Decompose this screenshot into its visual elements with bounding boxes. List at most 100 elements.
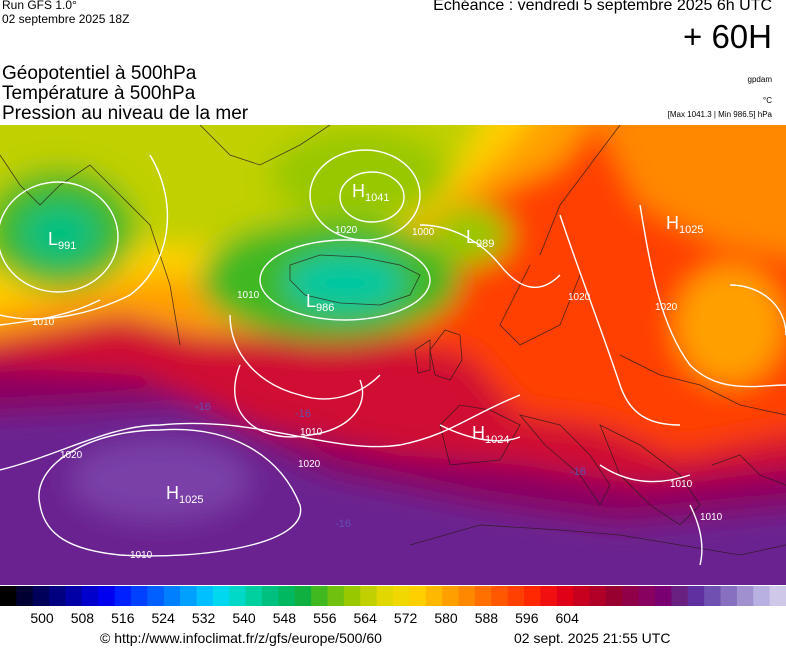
scale-swatch: [474, 586, 492, 606]
scale-swatch: [687, 586, 705, 606]
scale-swatch: [753, 586, 771, 606]
scale-tick-label: 548: [272, 610, 297, 626]
scale-swatch: [229, 586, 247, 606]
scale-swatch: [196, 586, 214, 606]
param-pressure: Pression au niveau de la mer: [2, 103, 249, 124]
scale-swatch: [655, 586, 672, 606]
isobar-label: 1010: [300, 427, 323, 438]
scale-swatch: [360, 586, 378, 606]
scale-swatch: [32, 586, 50, 606]
pressure-center-high: H1025: [666, 213, 703, 236]
scale-tick-label: 596: [515, 610, 539, 626]
forecast-horizon: + 60H: [683, 18, 772, 55]
scale-swatch: [589, 586, 607, 606]
scale-swatch: [442, 586, 460, 606]
scale-swatch: [327, 586, 345, 606]
scale-swatch: [245, 586, 263, 606]
svg-text:-16: -16: [295, 408, 311, 420]
isobar-label: 1010: [700, 512, 723, 523]
scale-swatch: [180, 586, 198, 606]
pressure-center-low: L991: [48, 229, 76, 252]
generation-timestamp: 02 sept. 2025 21:55 UTC: [514, 630, 671, 646]
isobar-label: 1020: [568, 292, 591, 303]
coastlines: [0, 125, 786, 556]
param-temperature: Température à 500hPa: [2, 83, 196, 104]
scale-swatch: [507, 586, 525, 606]
isobar-label: 1020: [335, 225, 358, 236]
isobars: [0, 149, 786, 566]
temperature-labels: -16 -16 -16 -16: [195, 401, 586, 530]
temperature-field: [0, 125, 786, 585]
scale-swatch: [131, 586, 148, 606]
scale-swatch: [704, 586, 722, 606]
run-date: 02 septembre 2025 18Z: [2, 12, 130, 26]
scale-tick-label: 516: [111, 610, 135, 626]
isobar-labels: 1010 1020 1000 1010 1020 1010 1020 1010 1010 1010…: [32, 225, 723, 561]
scale-swatch: [409, 586, 427, 606]
isobar-label: 1020: [298, 459, 321, 470]
isobar-label: 1000: [412, 227, 435, 238]
scale-tick-label: 500: [30, 610, 54, 626]
scale-swatch: [769, 586, 786, 606]
source-credit[interactable]: © http://www.infoclimat.fr/z/gfs/europe/…: [100, 630, 382, 646]
scale-swatch: [638, 586, 656, 606]
scale-swatch: [294, 586, 312, 606]
run-title: Run GFS 1.0°: [2, 0, 77, 12]
scale-tick-label: 588: [474, 610, 499, 626]
param-geopotential: Géopotentiel à 500hPa: [2, 63, 197, 84]
scale-swatch: [212, 586, 230, 606]
svg-text:-16: -16: [570, 466, 586, 478]
scale-swatch: [458, 586, 476, 606]
scale-swatch: [573, 586, 591, 606]
isobar-label: 1010: [32, 317, 55, 328]
isobar-label: 1010: [237, 290, 260, 301]
scale-swatch: [114, 586, 132, 606]
forecast-valid-time: Echéance : vendredi 5 septembre 2025 6h …: [433, 0, 772, 14]
pressure-center-high: H1025: [166, 483, 203, 506]
scale-swatch: [425, 586, 443, 606]
scale-tick-label: 604: [555, 610, 579, 626]
isobar-label: 1020: [60, 450, 83, 461]
unit-celsius: °C: [763, 96, 772, 105]
scale-tick-label: 540: [232, 610, 256, 626]
scale-swatch: [343, 586, 361, 606]
scale-swatch: [98, 586, 116, 606]
scale-swatch: [393, 586, 410, 606]
scale-swatch: [540, 586, 558, 606]
scale-swatch: [65, 586, 83, 606]
scale-swatch: [524, 586, 541, 606]
scale-swatch: [311, 586, 329, 606]
scale-swatch: [376, 586, 394, 606]
isobar-label: 1020: [655, 302, 678, 313]
scale-swatch: [81, 586, 99, 606]
scale-swatch: [736, 586, 754, 606]
pressure-center-low: L989: [466, 227, 494, 250]
pressure-center-high: H1041: [352, 181, 389, 204]
scale-swatch: [605, 586, 623, 606]
scale-swatch: [49, 586, 67, 606]
scale-swatch: [147, 586, 165, 606]
scale-tick-label: 532: [191, 610, 216, 626]
pressure-centers: L991 H1041 L989 L986 H1025 H1024 H1025: [48, 181, 703, 506]
scale-tick-label: 524: [151, 610, 175, 626]
scale-swatch: [262, 586, 279, 606]
scale-tick-label: 572: [393, 610, 418, 626]
scale-tick-label: 556: [313, 610, 337, 626]
svg-text:-16: -16: [195, 401, 211, 413]
scale-swatch: [720, 586, 738, 606]
scale-tick-label: 564: [353, 610, 377, 626]
scale-swatch: [163, 586, 181, 606]
svg-text:-16: -16: [335, 518, 351, 530]
scale-swatch: [671, 586, 689, 606]
scale-swatch: [278, 586, 296, 606]
scale-tick-label: 508: [70, 610, 95, 626]
isobar-label: 1010: [670, 479, 693, 490]
pressure-center-high: H1024: [472, 423, 509, 446]
pressure-range: [Max 1041.3 | Min 986.5] hPa: [667, 110, 772, 119]
isobar-label: 1010: [130, 550, 153, 561]
scale-swatch: [16, 586, 34, 606]
scale-swatch: [556, 586, 574, 606]
scale-swatch: [0, 586, 17, 606]
pressure-center-low: L986: [306, 291, 334, 314]
